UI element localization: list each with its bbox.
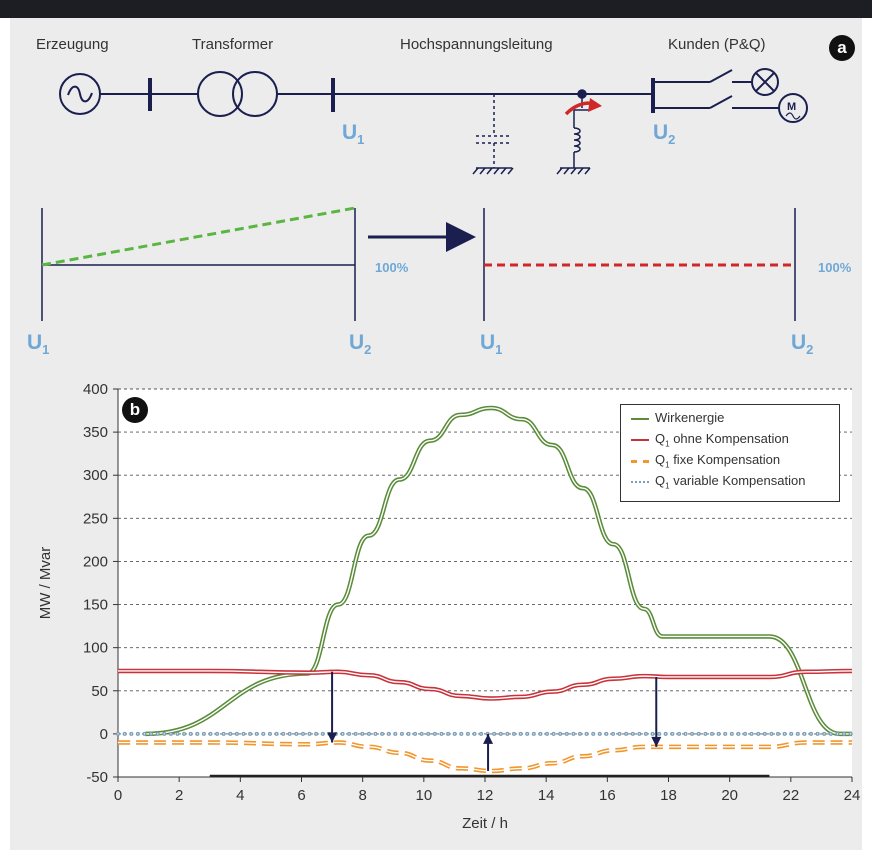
- x-tick-label: 22: [782, 787, 799, 804]
- y-tick-label: 0: [100, 726, 108, 743]
- series-line-2-inner: [117, 741, 852, 772]
- x-tick-label: 6: [297, 787, 305, 804]
- u1-left-label: U1: [27, 331, 50, 358]
- top-bar: [0, 0, 872, 18]
- chart-legend: Wirkenergie Q1 ohne Kompensation Q1 fixe…: [620, 404, 840, 502]
- x-tick-label: 2: [175, 787, 183, 804]
- x-tick-label: 0: [114, 787, 122, 804]
- x-tick-label: 4: [236, 787, 244, 804]
- panel-b-badge: b: [122, 397, 148, 423]
- u2-bus-label: U2: [653, 121, 676, 148]
- u1-bus-label: U1: [342, 121, 365, 148]
- capacitor-icon: [472, 94, 514, 175]
- percent-right: 100%: [818, 260, 852, 275]
- panel-a-network-diagram: a Erzeugung Transformer Hochspannungslei…: [10, 18, 862, 372]
- y-tick-label: 200: [83, 553, 108, 570]
- x-tick-label: 16: [599, 787, 616, 804]
- motor-icon: [778, 93, 808, 123]
- label-line: Hochspannungsleitung: [400, 36, 553, 53]
- legend-swatch-0: [631, 418, 649, 420]
- u1-right-label: U1: [480, 331, 503, 358]
- series-line-1-inner: [118, 670, 853, 700]
- single-line-diagram: M: [41, 68, 808, 321]
- legend-label-2: Q1 fixe Kompensation: [655, 452, 781, 470]
- label-customers: Kunden (P&Q): [668, 36, 766, 53]
- label-generation: Erzeugung: [36, 36, 109, 53]
- legend-label-1: Q1 ohne Kompensation: [655, 431, 789, 449]
- u2-left-label: U2: [349, 331, 372, 358]
- y-tick-label: 50: [91, 683, 108, 700]
- y-tick-label: 250: [83, 510, 108, 527]
- y-tick-label: 300: [83, 467, 108, 484]
- x-tick-label: 12: [477, 787, 494, 804]
- x-tick-label: 24: [844, 787, 861, 804]
- motor-symbol: M: [787, 101, 796, 113]
- annotation-arrowhead-1: [483, 733, 494, 744]
- series-line-0-inner: [145, 407, 852, 735]
- y-tick-label: 350: [83, 424, 108, 441]
- annotation-arrowhead-2: [651, 736, 662, 747]
- panel-a-badge: a: [829, 35, 855, 61]
- transformer-icon: [197, 71, 243, 117]
- x-tick-label: 18: [660, 787, 677, 804]
- panel-b-chart: -50 0 50 100 150 200 250 300 350 400 0 2 4 6 8 10 12 14 16…: [10, 372, 862, 850]
- percent-left: 100%: [375, 260, 409, 275]
- reactor-icon: [556, 89, 591, 175]
- legend-swatch-3: [631, 481, 649, 483]
- x-tick-label: 20: [721, 787, 738, 804]
- y-tick-label: -50: [86, 769, 108, 786]
- legend-label-3: Q1 variable Kompensation: [655, 473, 806, 491]
- x-tick-label: 14: [538, 787, 555, 804]
- y-tick-label: 150: [83, 597, 108, 614]
- legend-label-0: Wirkenergie: [655, 410, 725, 425]
- x-axis-label: Zeit / h: [462, 815, 508, 832]
- u2-right-label: U2: [791, 331, 814, 358]
- y-tick-label: 100: [83, 640, 108, 657]
- x-tick-label: 10: [415, 787, 432, 804]
- legend-swatch-2: [631, 460, 649, 463]
- legend-swatch-1: [631, 439, 649, 441]
- annotation-arrowhead-0: [327, 732, 338, 743]
- x-tick-label: 8: [358, 787, 366, 804]
- label-transformer: Transformer: [192, 36, 274, 53]
- y-tick-label: 400: [83, 381, 108, 398]
- lamp-icon: [751, 68, 779, 96]
- y-axis-label: MW / Mvar: [37, 547, 54, 620]
